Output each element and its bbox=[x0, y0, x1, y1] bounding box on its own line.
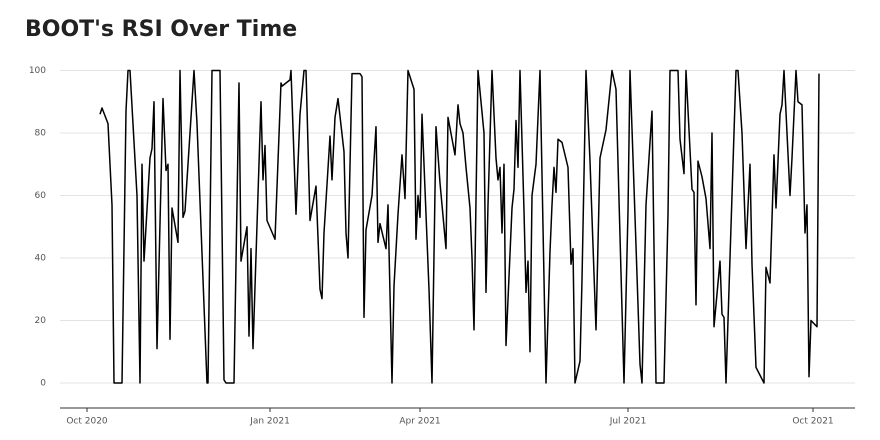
x-tick-label: Oct 2021 bbox=[792, 417, 833, 427]
x-tick-label: Oct 2020 bbox=[66, 417, 108, 427]
y-tick-label: 40 bbox=[35, 254, 47, 264]
rsi-line bbox=[99, 69, 820, 384]
chart-title: BOOT's RSI Over Time bbox=[25, 17, 297, 42]
y-tick-label: 0 bbox=[40, 379, 46, 389]
x-tick-label: Apr 2021 bbox=[399, 417, 440, 427]
x-tick-label: Jul 2021 bbox=[609, 417, 647, 427]
y-tick-label: 60 bbox=[35, 191, 47, 201]
y-tick-label: 100 bbox=[29, 66, 46, 76]
x-tick-label: Jan 2021 bbox=[249, 417, 290, 427]
y-tick-label: 80 bbox=[35, 129, 47, 139]
y-tick-label: 20 bbox=[35, 316, 47, 326]
